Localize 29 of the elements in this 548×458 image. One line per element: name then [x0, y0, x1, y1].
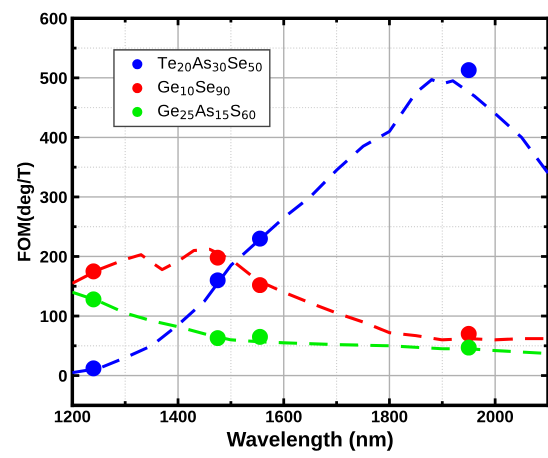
point: [210, 330, 226, 346]
point: [86, 263, 102, 280]
point: [86, 360, 102, 376]
y-axis-title: FOM(deg/T): [17, 162, 34, 261]
x-tick-label: 1200: [54, 410, 90, 422]
legend-label: Ge$_{25}$As$_{15}$S$_{60}$: [158, 104, 256, 120]
legend-label: Te$_{20}$As$_{30}$Se$_{50}$: [158, 56, 262, 72]
x-tick-label: 1400: [160, 410, 196, 422]
y-tick-label: 300: [40, 191, 67, 204]
point: [252, 328, 268, 345]
point: [86, 291, 102, 308]
point: [252, 277, 268, 294]
y-tick-label: 600: [40, 12, 67, 25]
point: [460, 62, 477, 78]
point: [252, 230, 268, 247]
point: [460, 340, 477, 356]
legend-label: Ge$_{10}$Se$_{90}$: [158, 80, 230, 96]
x-axis-title: Wavelength (nm): [226, 431, 393, 451]
y-tick-label: 0: [58, 370, 67, 382]
y-tick-label: 200: [40, 250, 67, 263]
x-tick-label: 1600: [266, 410, 302, 422]
x-tick-label: 2000: [477, 410, 514, 422]
point: [460, 326, 477, 342]
point: [210, 272, 226, 288]
y-tick-label: 100: [40, 310, 67, 322]
point: [210, 250, 226, 266]
y-tick-label: 400: [40, 132, 67, 144]
y-tick-label: 500: [40, 72, 67, 84]
x-tick-label: 1800: [372, 410, 408, 422]
